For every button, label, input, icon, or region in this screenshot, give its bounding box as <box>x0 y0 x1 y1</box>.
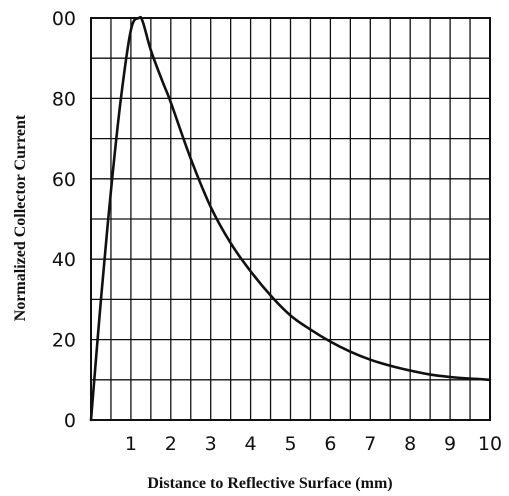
y-tick-label: 80 <box>52 88 76 110</box>
y-tick-label: 00 <box>52 8 76 30</box>
y-tick-labels: 0 20 40 60 80 00 <box>52 8 76 432</box>
x-tick-label: 7 <box>364 433 376 455</box>
y-tick-label: 0 <box>64 410 76 432</box>
grid <box>91 18 490 420</box>
x-tick-label: 2 <box>165 433 177 455</box>
y-tick-label: 60 <box>52 169 76 191</box>
x-tick-label: 3 <box>205 433 217 455</box>
data-series <box>89 15 492 422</box>
x-axis-label: Distance to Reflective Surface (mm) <box>147 475 392 492</box>
x-tick-label: 5 <box>284 433 296 455</box>
y-tick-label: 20 <box>52 330 76 352</box>
x-tick-label: 4 <box>245 433 257 455</box>
x-tick-label: 6 <box>324 433 336 455</box>
y-tick-label: 40 <box>52 249 76 271</box>
x-tick-label: 1 <box>125 433 137 455</box>
x-tick-label: 9 <box>444 433 456 455</box>
x-tick-labels: 1 2 3 4 5 6 7 8 9 10 <box>125 433 502 455</box>
x-tick-label: 8 <box>404 433 416 455</box>
plot-frame <box>90 17 491 421</box>
y-axis-label: Normalized Collector Current <box>12 114 29 321</box>
series-line-0 <box>89 15 492 422</box>
x-tick-label: 10 <box>478 433 502 455</box>
